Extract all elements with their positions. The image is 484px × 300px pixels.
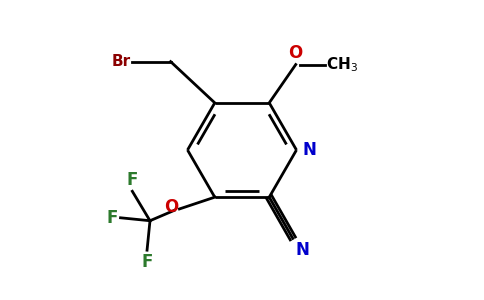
Text: O: O bbox=[164, 199, 178, 217]
Text: F: F bbox=[141, 253, 153, 271]
Text: O: O bbox=[288, 44, 303, 62]
Text: Br: Br bbox=[112, 54, 131, 69]
Text: F: F bbox=[127, 171, 138, 189]
Text: N: N bbox=[303, 141, 317, 159]
Text: CH$_3$: CH$_3$ bbox=[326, 55, 358, 74]
Text: N: N bbox=[295, 241, 309, 259]
Text: F: F bbox=[107, 209, 118, 227]
